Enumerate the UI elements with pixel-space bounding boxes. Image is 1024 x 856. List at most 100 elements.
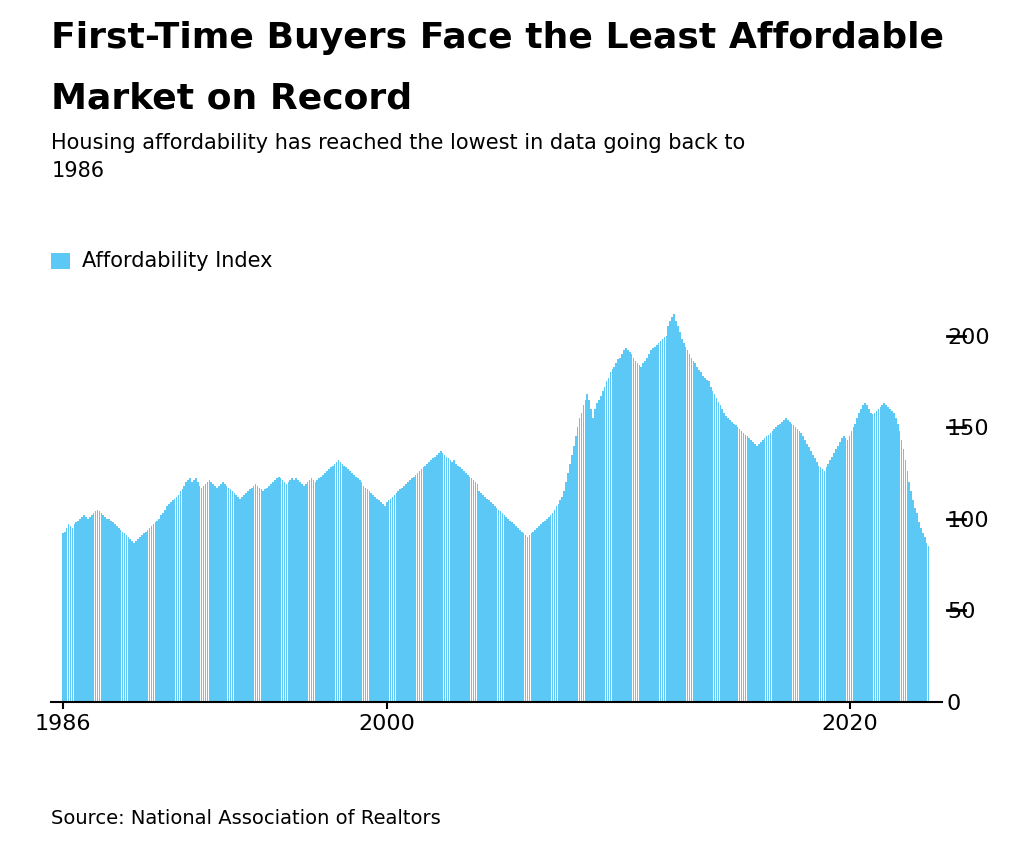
Bar — [868, 409, 869, 702]
Bar — [509, 520, 511, 702]
Bar — [729, 420, 731, 702]
Bar — [581, 413, 583, 702]
Bar — [436, 455, 437, 702]
Bar — [922, 533, 924, 702]
Bar — [602, 390, 603, 702]
Bar — [635, 361, 636, 702]
Bar — [687, 350, 688, 702]
Bar — [349, 471, 351, 702]
Bar — [637, 363, 638, 702]
Bar — [843, 437, 845, 702]
Bar — [806, 443, 808, 702]
Bar — [417, 473, 419, 702]
Bar — [567, 473, 568, 702]
Bar — [151, 526, 153, 702]
Bar — [191, 482, 193, 702]
Bar — [801, 432, 802, 702]
Bar — [781, 422, 783, 702]
Bar — [274, 480, 275, 702]
Bar — [162, 514, 164, 702]
Bar — [735, 425, 736, 702]
Bar — [799, 431, 800, 702]
Text: Affordability Index: Affordability Index — [82, 251, 272, 271]
Bar — [120, 530, 122, 702]
Bar — [323, 475, 324, 702]
Bar — [753, 442, 754, 702]
Bar — [268, 486, 270, 702]
Bar — [681, 339, 683, 702]
Bar — [845, 438, 847, 702]
Bar — [369, 491, 371, 702]
Bar — [100, 514, 102, 702]
Bar — [579, 418, 581, 702]
Bar — [596, 403, 598, 702]
Bar — [386, 502, 387, 702]
Bar — [358, 480, 360, 702]
Bar — [788, 422, 791, 702]
Bar — [523, 533, 524, 702]
Bar — [332, 466, 334, 702]
Bar — [758, 443, 760, 702]
Bar — [441, 453, 443, 702]
Bar — [227, 488, 229, 702]
Bar — [321, 477, 322, 702]
Bar — [126, 535, 127, 702]
Bar — [114, 524, 116, 702]
Bar — [157, 520, 158, 702]
Bar — [849, 437, 850, 702]
Bar — [589, 400, 590, 702]
Bar — [901, 440, 902, 702]
Bar — [793, 425, 795, 702]
Bar — [561, 496, 563, 702]
Bar — [746, 437, 749, 702]
Bar — [700, 372, 701, 702]
Bar — [397, 491, 399, 702]
Bar — [310, 479, 312, 702]
Bar — [519, 530, 520, 702]
Bar — [834, 453, 835, 702]
Bar — [478, 491, 480, 702]
Bar — [696, 366, 698, 702]
Bar — [860, 409, 862, 702]
Bar — [224, 484, 225, 702]
Bar — [670, 321, 671, 702]
Bar — [853, 427, 854, 702]
Bar — [155, 522, 156, 702]
Bar — [740, 431, 742, 702]
Bar — [744, 435, 746, 702]
Bar — [521, 532, 522, 702]
Bar — [116, 526, 118, 702]
Bar — [928, 546, 930, 702]
Bar — [207, 482, 208, 702]
Bar — [839, 442, 841, 702]
Bar — [542, 522, 544, 702]
Bar — [912, 501, 914, 702]
Bar — [766, 437, 767, 702]
Bar — [694, 363, 696, 702]
Bar — [203, 486, 205, 702]
Bar — [390, 499, 391, 702]
Bar — [330, 467, 332, 702]
Bar — [312, 480, 314, 702]
Bar — [504, 515, 505, 702]
Bar — [141, 535, 142, 702]
Bar — [104, 517, 106, 702]
Bar — [70, 526, 72, 702]
Bar — [403, 486, 404, 702]
Bar — [278, 477, 280, 702]
Bar — [683, 343, 684, 702]
Bar — [708, 382, 710, 702]
Bar — [76, 522, 77, 702]
Bar — [233, 493, 236, 702]
Bar — [456, 464, 457, 702]
Bar — [749, 438, 750, 702]
Bar — [722, 409, 723, 702]
Bar — [488, 501, 489, 702]
Bar — [325, 473, 326, 702]
Bar — [563, 491, 565, 702]
Bar — [609, 372, 611, 702]
Bar — [168, 504, 170, 702]
Bar — [532, 532, 535, 702]
Bar — [820, 467, 821, 702]
Bar — [737, 427, 738, 702]
